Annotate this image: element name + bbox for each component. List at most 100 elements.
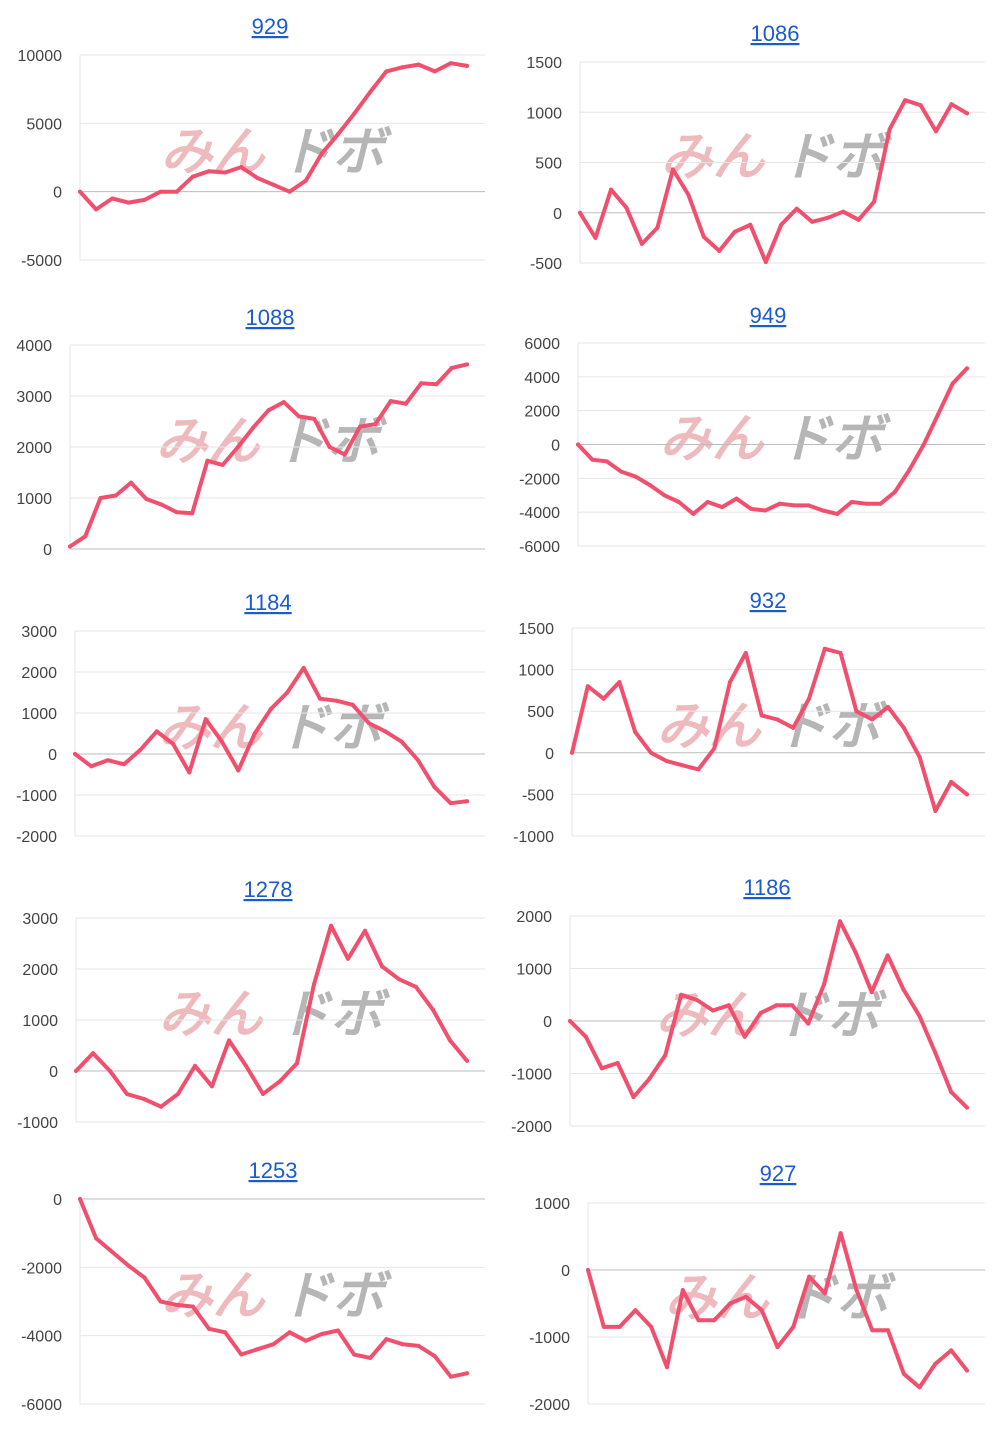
y-tick-label: -1000 (16, 788, 57, 805)
y-tick-label: -6000 (519, 539, 560, 556)
data-point (94, 1236, 99, 1241)
data-point (949, 779, 954, 784)
data-point (171, 741, 175, 746)
data-point (301, 665, 306, 670)
data-point (742, 1034, 747, 1039)
data-point (448, 61, 453, 66)
data-point (647, 1076, 652, 1081)
data-point (465, 362, 469, 367)
data-point (965, 1368, 969, 1373)
line-chart: みん ドボ 2000 1000 0 -1000 -2000 1186 (511, 875, 985, 1136)
y-tick-label: 2000 (516, 909, 552, 926)
watermark-text-2: ドボ (781, 129, 893, 187)
data-point (570, 750, 574, 755)
y-tick-label: 0 (553, 206, 562, 223)
data-point (907, 467, 912, 472)
chart-title-link[interactable]: 949 (750, 303, 787, 328)
watermark-text-2: ドボ (776, 987, 888, 1045)
data-point (94, 207, 99, 212)
data-point (336, 132, 340, 137)
data-point (236, 768, 241, 773)
data-point (633, 1308, 638, 1313)
data-point (901, 1371, 906, 1376)
y-tick-label: 1000 (16, 491, 52, 508)
watermark-text-2: ドボ (281, 1268, 393, 1326)
data-point (73, 752, 77, 756)
chart-title-link[interactable]: 1086 (751, 21, 800, 46)
chart-title-link[interactable]: 1253 (249, 1158, 298, 1183)
data-point (933, 1361, 938, 1366)
series-line (73, 665, 469, 806)
data-point (775, 1345, 780, 1350)
chart-title-link[interactable]: 927 (760, 1161, 797, 1186)
data-point (465, 1371, 469, 1376)
watermark: みん ドボ (158, 986, 390, 1044)
chart-panel-1278: みん ドボ 3000 2000 1000 0 -1000 1278 (0, 860, 500, 1145)
data-point (414, 984, 418, 989)
watermark: みん ドボ (660, 129, 892, 187)
chart-title-link[interactable]: 929 (252, 14, 289, 39)
data-point (758, 1011, 763, 1016)
watermark: みん ドボ (655, 987, 887, 1045)
data-point (190, 174, 195, 179)
y-tick-label: 500 (535, 156, 562, 173)
watermark-text-2: ドボ (278, 700, 390, 758)
data-point (207, 169, 211, 174)
y-tick-label: -6000 (21, 1397, 62, 1414)
data-point (384, 1337, 389, 1342)
data-point (113, 493, 118, 498)
data-point (252, 731, 257, 736)
data-point (193, 1063, 197, 1068)
data-point (281, 400, 286, 405)
data-point (174, 189, 179, 194)
data-point (312, 416, 317, 421)
y-tick-label: 5000 (26, 116, 62, 133)
data-point (807, 1274, 812, 1279)
y-tick-label: -500 (522, 787, 554, 804)
data-point (319, 1332, 324, 1336)
data-point (712, 1318, 717, 1323)
data-point (336, 1328, 340, 1333)
series-line (578, 98, 969, 264)
chart-panel-1186: みん ドボ 2000 1000 0 -1000 -2000 1186 (500, 860, 1000, 1145)
data-point (416, 758, 420, 763)
data-point (126, 1263, 131, 1268)
data-point (269, 706, 273, 711)
data-point (599, 1066, 604, 1071)
y-tick-label: -2000 (16, 829, 57, 846)
data-point (734, 496, 739, 501)
data-point (449, 366, 454, 370)
y-tick-label: -4000 (519, 505, 560, 522)
chart-title-link[interactable]: 1088 (246, 305, 295, 330)
chart-title-link[interactable]: 1186 (743, 875, 790, 900)
data-point (917, 1385, 922, 1390)
data-point (748, 222, 753, 227)
y-tick-label: 1000 (526, 105, 562, 122)
data-point (869, 990, 874, 995)
y-tick-label: 0 (53, 185, 62, 202)
y-tick-label: 4000 (524, 370, 560, 387)
data-point (774, 1003, 779, 1008)
data-point (794, 206, 799, 211)
y-tick-label: 3000 (16, 389, 52, 406)
data-point (159, 1104, 163, 1109)
data-point (158, 1299, 163, 1304)
data-point (203, 717, 208, 722)
data-point (303, 1338, 308, 1343)
data-point (125, 1092, 129, 1096)
y-tick-label: 2000 (524, 404, 560, 421)
data-point (680, 1288, 685, 1293)
data-point (108, 1069, 112, 1073)
data-point (110, 1250, 115, 1254)
chart-title-link[interactable]: 1278 (244, 877, 293, 902)
chart-title-link[interactable]: 1184 (244, 590, 291, 615)
data-point (68, 544, 72, 549)
chart-title-link[interactable]: 932 (750, 588, 787, 613)
data-point (91, 1051, 95, 1056)
chart-panel-1088: みん ドボ 4000 3000 2000 1000 0 1088 (0, 285, 500, 570)
line-chart: みん ドボ 0 -2000 -4000 -6000 1253 (21, 1158, 485, 1414)
y-tick-label: -1000 (511, 1067, 552, 1084)
data-point (696, 1318, 701, 1323)
data-point (220, 739, 224, 744)
